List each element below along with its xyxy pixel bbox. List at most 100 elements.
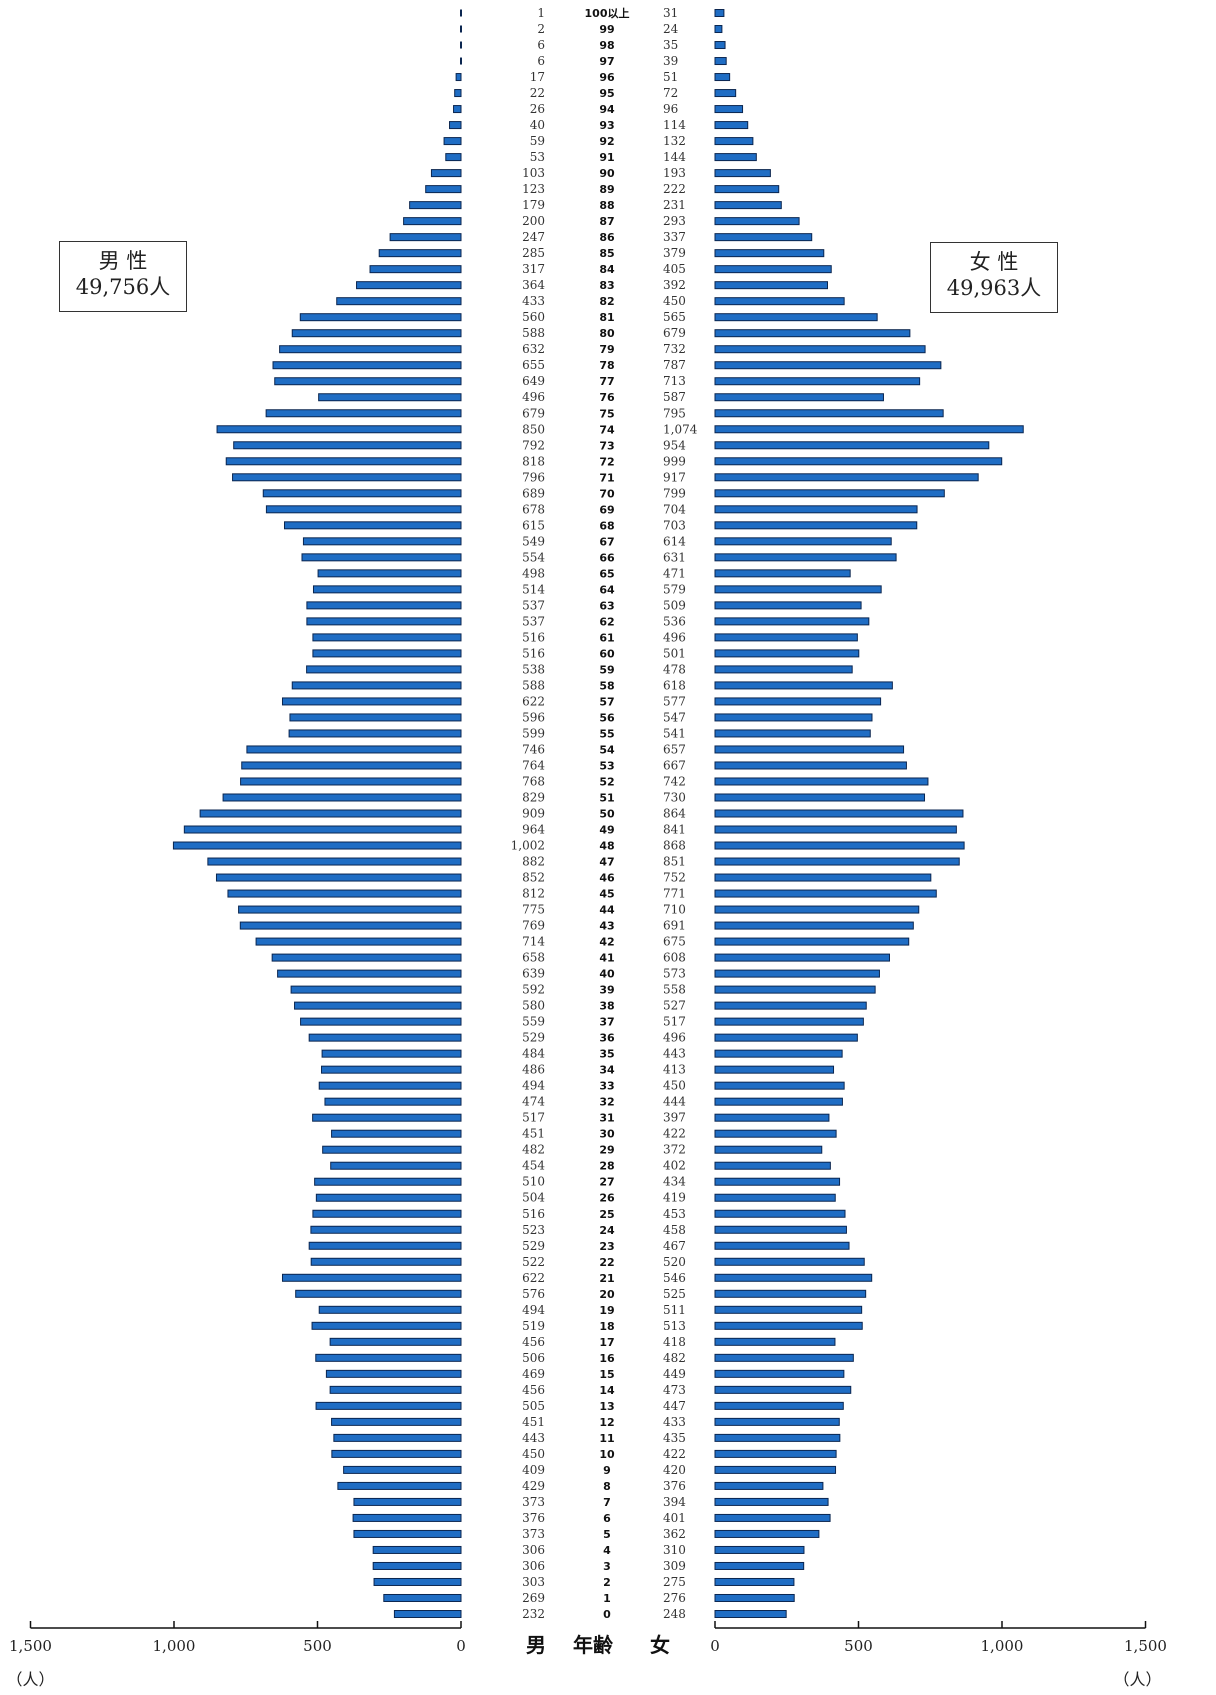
male-value-label: 796 bbox=[522, 470, 545, 484]
male-bar bbox=[300, 1017, 462, 1026]
age-label: 78 bbox=[599, 359, 614, 372]
age-label: 59 bbox=[599, 663, 614, 676]
female-bar bbox=[714, 89, 737, 98]
age-label: 15 bbox=[599, 1368, 614, 1381]
male-bar bbox=[290, 985, 462, 994]
age-label: 99 bbox=[599, 23, 614, 36]
male-value-label: 373 bbox=[522, 1495, 545, 1509]
male-value-label: 306 bbox=[522, 1543, 545, 1557]
male-bar bbox=[291, 329, 462, 338]
female-value-label: 310 bbox=[663, 1543, 686, 1557]
male-value-label: 498 bbox=[522, 566, 545, 580]
age-label: 12 bbox=[599, 1416, 614, 1429]
female-bar bbox=[714, 345, 926, 354]
female-value-label: 787 bbox=[663, 358, 686, 372]
male-value-label: 829 bbox=[522, 790, 545, 804]
age-label: 35 bbox=[599, 1048, 614, 1061]
female-bar bbox=[714, 713, 873, 722]
age-label: 33 bbox=[599, 1080, 614, 1093]
female-bar bbox=[714, 185, 780, 194]
age-label: 13 bbox=[599, 1400, 614, 1413]
female-value-label: 422 bbox=[663, 1127, 686, 1141]
female-bar bbox=[714, 1017, 864, 1026]
male-bar bbox=[318, 393, 462, 402]
female-bar bbox=[714, 489, 945, 498]
age-label: 0 bbox=[603, 1608, 611, 1621]
male-value-label: 486 bbox=[522, 1063, 545, 1077]
male-value-label: 482 bbox=[522, 1143, 545, 1157]
age-label: 51 bbox=[599, 791, 614, 804]
female-bar bbox=[714, 585, 882, 594]
female-unit-label: （人） bbox=[1113, 1670, 1161, 1689]
male-bar bbox=[199, 809, 462, 818]
age-label: 60 bbox=[599, 647, 615, 660]
female-value-label: 337 bbox=[663, 230, 686, 244]
male-value-label: 689 bbox=[522, 486, 545, 500]
female-bar bbox=[714, 41, 726, 50]
female-value-label: 309 bbox=[663, 1559, 686, 1573]
male-value-label: 505 bbox=[522, 1399, 545, 1413]
female-value-label: 501 bbox=[663, 646, 686, 660]
age-label: 67 bbox=[599, 535, 614, 548]
female-value-label: 511 bbox=[663, 1303, 686, 1317]
male-bar bbox=[315, 1401, 462, 1410]
female-bar bbox=[714, 409, 944, 418]
male-bar bbox=[329, 1337, 462, 1346]
male-bar bbox=[299, 313, 462, 322]
female-bar bbox=[714, 761, 907, 770]
female-legend-total: 49,963人 bbox=[946, 276, 1042, 300]
male-value-label: 746 bbox=[522, 742, 545, 756]
female-bar bbox=[714, 1001, 867, 1010]
male-bar bbox=[312, 585, 462, 594]
age-label: 45 bbox=[599, 888, 614, 901]
female-bar bbox=[714, 665, 853, 674]
male-value-label: 658 bbox=[522, 951, 545, 965]
female-value-label: 573 bbox=[663, 967, 686, 981]
female-value-label: 517 bbox=[663, 1015, 686, 1029]
female-value-label: 401 bbox=[663, 1511, 686, 1525]
age-label: 92 bbox=[599, 135, 614, 148]
female-value-label: 144 bbox=[663, 150, 686, 164]
male-bar bbox=[353, 1529, 462, 1538]
female-bar bbox=[714, 617, 870, 626]
female-bar bbox=[714, 1401, 844, 1410]
female-bar bbox=[714, 1097, 843, 1106]
female-bar bbox=[714, 473, 979, 482]
female-bar bbox=[714, 1049, 843, 1058]
male-value-label: 451 bbox=[522, 1415, 545, 1429]
male-legend-name: 男 性 bbox=[98, 249, 148, 273]
female-value-label: 520 bbox=[663, 1255, 686, 1269]
female-value-label: 795 bbox=[663, 406, 686, 420]
age-label: 82 bbox=[599, 295, 614, 308]
female-bar bbox=[714, 393, 884, 402]
male-value-label: 516 bbox=[522, 646, 545, 660]
male-value-label: 373 bbox=[522, 1527, 545, 1541]
male-x-tick-label: 500 bbox=[303, 1637, 332, 1655]
male-bar bbox=[312, 633, 462, 642]
male-value-label: 376 bbox=[522, 1511, 545, 1525]
female-value-label: 713 bbox=[663, 374, 686, 388]
age-label: 93 bbox=[599, 119, 614, 132]
male-bar bbox=[238, 905, 462, 914]
male-bar bbox=[277, 969, 462, 978]
female-value-label: 527 bbox=[663, 999, 686, 1013]
male-bar bbox=[331, 1449, 462, 1458]
male-value-label: 409 bbox=[522, 1463, 545, 1477]
female-bar bbox=[714, 1449, 837, 1458]
male-value-label: 580 bbox=[522, 999, 545, 1013]
female-value-label: 864 bbox=[663, 807, 686, 821]
female-value-label: 362 bbox=[663, 1527, 686, 1541]
female-value-label: 132 bbox=[663, 134, 686, 148]
male-value-label: 588 bbox=[522, 326, 545, 340]
male-value-label: 850 bbox=[522, 422, 545, 436]
male-value-label: 123 bbox=[522, 182, 545, 196]
male-value-label: 560 bbox=[522, 310, 545, 324]
male-bar bbox=[318, 1081, 462, 1090]
male-value-label: 474 bbox=[522, 1095, 545, 1109]
age-label: 76 bbox=[599, 391, 615, 404]
age-label: 46 bbox=[599, 872, 615, 885]
male-bar bbox=[289, 713, 462, 722]
male-bar bbox=[315, 1193, 462, 1202]
female-bar bbox=[714, 297, 845, 306]
female-bar bbox=[714, 361, 942, 370]
